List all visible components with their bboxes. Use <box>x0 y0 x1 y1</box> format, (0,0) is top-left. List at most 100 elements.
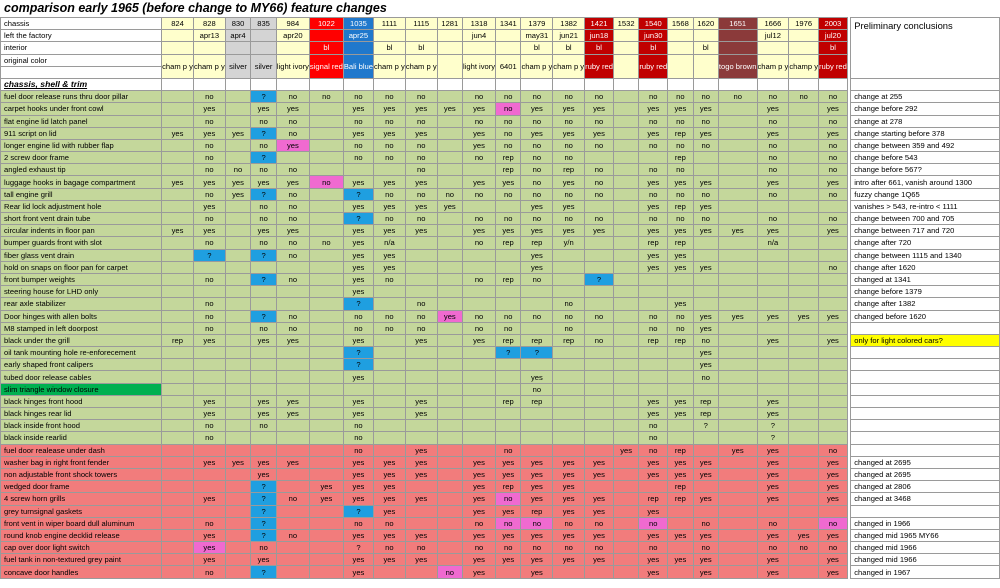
feature-value-cell[interactable]: yes <box>404 406 438 421</box>
feature-value-cell[interactable]: no <box>584 309 614 323</box>
feature-value-cell[interactable] <box>224 492 252 506</box>
feature-value-cell[interactable] <box>756 370 790 384</box>
conclusion-cell[interactable] <box>850 394 1000 409</box>
feature-value-cell[interactable]: yes <box>667 553 694 567</box>
feature-value-cell[interactable]: yes <box>788 528 820 543</box>
feature-value-cell[interactable]: no <box>308 90 344 104</box>
conclusion-cell[interactable] <box>850 321 1000 335</box>
car-left-cell[interactable]: jun30 <box>638 29 669 43</box>
feature-value-cell[interactable] <box>404 382 438 396</box>
gap-cell[interactable] <box>847 54 851 67</box>
feature-label[interactable]: black under the grill <box>0 333 163 348</box>
feature-value-cell[interactable] <box>308 333 344 348</box>
feature-value-cell[interactable]: yes <box>404 126 438 140</box>
gap-cell[interactable] <box>847 529 851 542</box>
feature-value-cell[interactable] <box>192 358 226 372</box>
feature-value-cell[interactable] <box>612 528 640 543</box>
feature-value-cell[interactable]: yes <box>275 138 310 153</box>
feature-value-cell[interactable] <box>612 419 640 433</box>
feature-value-cell[interactable] <box>612 406 640 421</box>
feature-value-cell[interactable]: yes <box>552 467 586 482</box>
car-left-cell[interactable]: jul20 <box>818 29 848 43</box>
car-interior-cell[interactable]: bl <box>552 41 586 55</box>
feature-value-cell[interactable] <box>161 382 194 396</box>
feature-value-cell[interactable]: yes <box>584 102 614 116</box>
feature-value-cell[interactable]: no <box>495 211 522 226</box>
feature-value-cell[interactable]: no <box>584 211 614 226</box>
feature-value-cell[interactable] <box>224 114 252 128</box>
feature-value-cell[interactable]: no <box>275 236 310 250</box>
feature-value-cell[interactable] <box>788 224 820 238</box>
feature-value-cell[interactable]: no <box>788 90 820 104</box>
gap-cell[interactable] <box>847 431 851 445</box>
feature-value-cell[interactable] <box>788 455 820 469</box>
feature-value-cell[interactable] <box>404 565 438 579</box>
feature-value-cell[interactable]: yes <box>373 504 406 518</box>
feature-value-cell[interactable] <box>717 467 758 482</box>
feature-value-cell[interactable]: yes <box>342 553 375 567</box>
feature-value-cell[interactable] <box>161 187 194 201</box>
feature-value-cell[interactable]: yes <box>404 199 438 214</box>
feature-value-cell[interactable]: yes <box>520 480 554 494</box>
feature-value-cell[interactable]: no <box>818 151 848 165</box>
feature-value-cell[interactable] <box>520 285 554 299</box>
feature-value-cell[interactable] <box>161 309 194 323</box>
feature-value-cell[interactable] <box>224 138 252 153</box>
feature-value-cell[interactable] <box>308 516 344 530</box>
gap-cell[interactable] <box>847 224 851 237</box>
gap-cell[interactable] <box>847 66 851 79</box>
feature-value-cell[interactable]: yes <box>404 528 438 543</box>
feature-value-cell[interactable] <box>461 199 497 214</box>
feature-value-cell[interactable] <box>717 175 758 189</box>
feature-value-cell[interactable]: no <box>692 187 719 201</box>
feature-value-cell[interactable] <box>404 358 438 372</box>
feature-value-cell[interactable] <box>756 199 790 214</box>
feature-value-cell[interactable] <box>638 297 669 311</box>
car-interior-cell[interactable] <box>717 41 758 55</box>
feature-value-cell[interactable] <box>436 114 464 128</box>
feature-value-cell[interactable]: yes <box>692 126 719 140</box>
feature-value-cell[interactable] <box>717 151 758 165</box>
feature-value-cell[interactable] <box>584 285 614 299</box>
feature-value-cell[interactable]: no <box>520 114 554 128</box>
feature-value-cell[interactable] <box>818 248 848 262</box>
feature-value-cell[interactable] <box>308 138 344 153</box>
feature-value-cell[interactable]: ? <box>250 565 277 579</box>
feature-value-cell[interactable] <box>638 272 669 287</box>
feature-value-cell[interactable] <box>461 358 497 372</box>
feature-value-cell[interactable]: yes <box>584 553 614 567</box>
feature-value-cell[interactable] <box>667 285 694 299</box>
empty-cell[interactable] <box>342 77 375 92</box>
feature-value-cell[interactable] <box>436 358 464 372</box>
feature-value-cell[interactable] <box>404 516 438 530</box>
note-cell[interactable] <box>850 77 1000 92</box>
feature-label[interactable]: flat engine lid latch panel <box>0 114 163 128</box>
feature-value-cell[interactable]: no <box>495 541 522 555</box>
feature-value-cell[interactable] <box>612 138 640 153</box>
feature-label[interactable]: short front vent drain tube <box>0 211 163 226</box>
car-id-cell[interactable]: 828 <box>192 17 226 31</box>
feature-value-cell[interactable]: no <box>461 211 497 226</box>
feature-value-cell[interactable]: yes <box>692 528 719 543</box>
feature-value-cell[interactable] <box>436 431 464 445</box>
feature-value-cell[interactable]: rep <box>667 126 694 140</box>
conclusion-cell[interactable]: changed at 2695 <box>850 455 1000 469</box>
feature-value-cell[interactable] <box>224 333 252 348</box>
feature-value-cell[interactable]: no <box>461 236 497 250</box>
conclusion-cell[interactable] <box>850 431 1000 445</box>
conclusion-cell[interactable] <box>850 443 1000 457</box>
feature-value-cell[interactable]: no <box>373 90 406 104</box>
feature-value-cell[interactable]: no <box>638 321 669 335</box>
feature-value-cell[interactable] <box>161 236 194 250</box>
feature-value-cell[interactable]: no <box>638 138 669 153</box>
feature-value-cell[interactable]: no <box>404 90 438 104</box>
feature-value-cell[interactable] <box>461 394 497 409</box>
conclusion-cell[interactable] <box>850 406 1000 421</box>
feature-label[interactable]: tubed door release cables <box>0 370 163 384</box>
conclusion-cell[interactable] <box>850 504 1000 518</box>
feature-value-cell[interactable] <box>717 541 758 555</box>
feature-value-cell[interactable]: ? <box>250 492 277 506</box>
feature-value-cell[interactable] <box>161 151 194 165</box>
feature-value-cell[interactable]: ? <box>495 346 522 360</box>
car-interior-cell[interactable] <box>495 41 522 55</box>
